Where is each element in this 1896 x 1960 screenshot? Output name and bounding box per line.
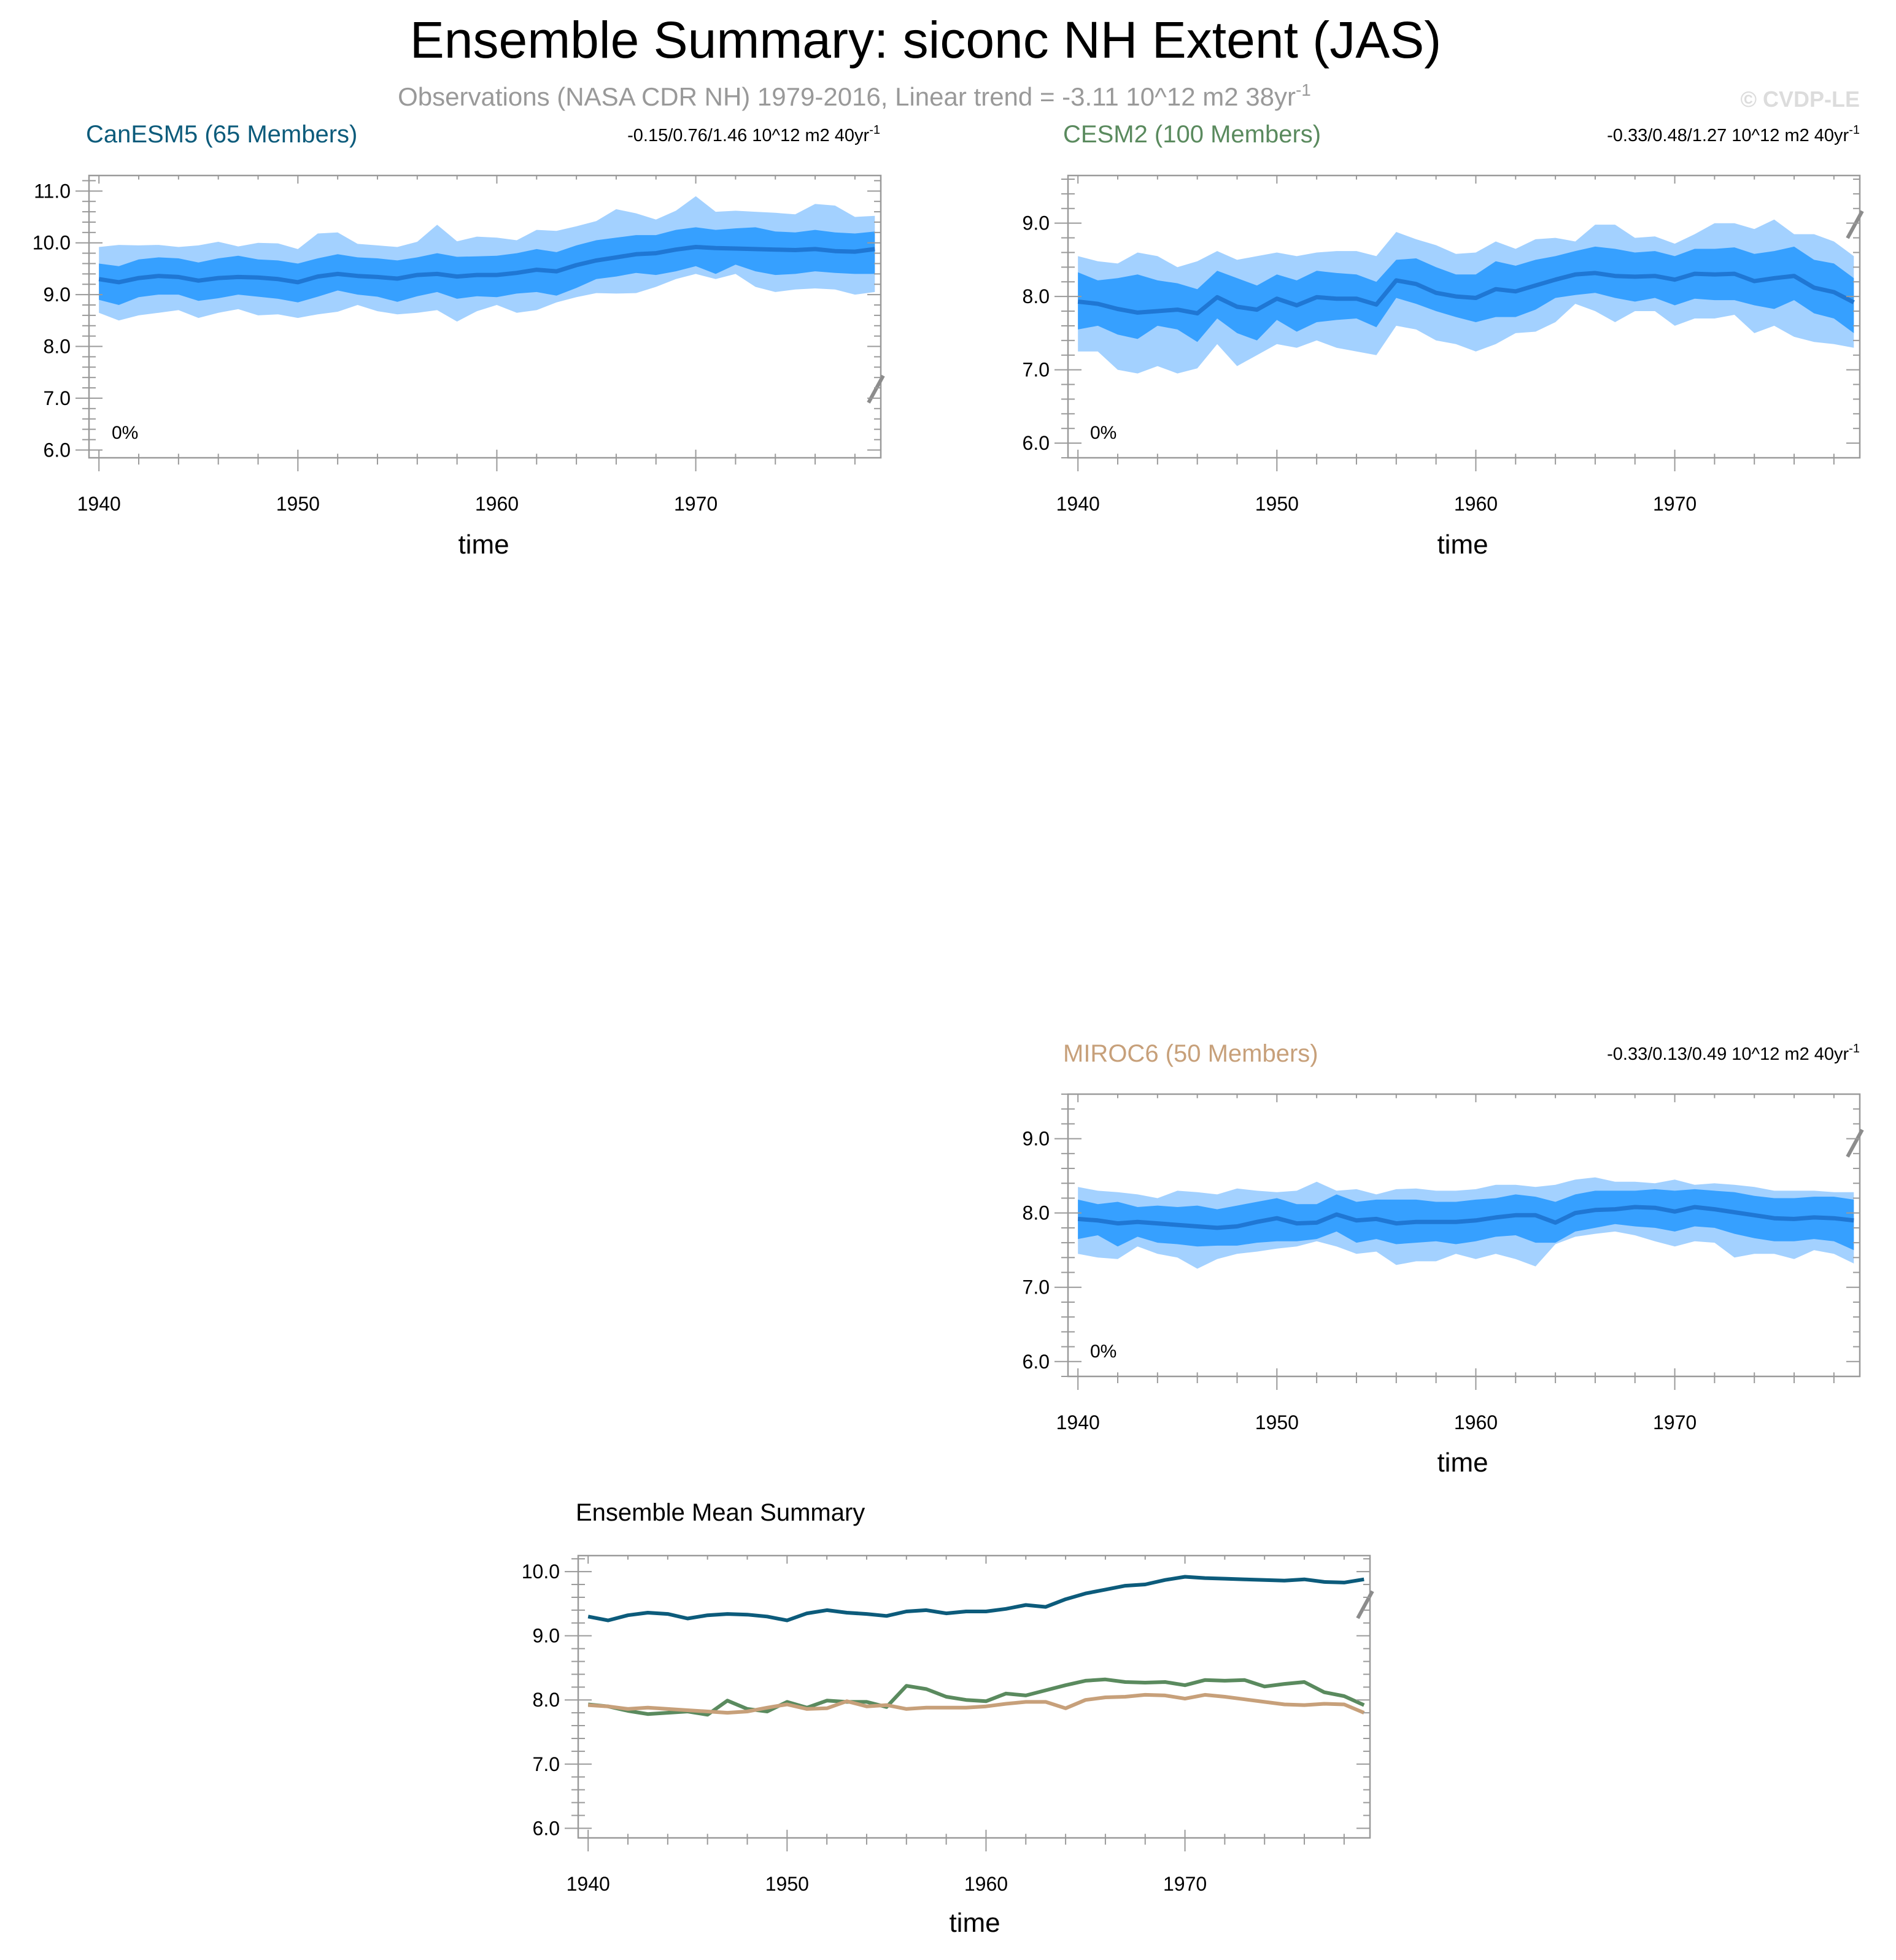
trend-superscript: -1	[1849, 123, 1860, 137]
observation-marker	[1846, 210, 1864, 239]
y-tick-label: 8.0	[1023, 285, 1050, 307]
y-tick-label: 7.0	[1023, 1276, 1050, 1298]
xlabel-ensemble-mean: time	[949, 1908, 1000, 1938]
trend-superscript: -1	[1849, 1042, 1860, 1055]
panel-trend-miroc6: -0.33/0.13/0.49 10^12 m2 40yr-1	[1607, 1042, 1860, 1064]
ensemble-mean-line	[1077, 1205, 1854, 1230]
y-tick-label: 6.0	[1023, 1351, 1050, 1373]
panel-trend-canesm5: -0.15/0.76/1.46 10^12 m2 40yr-1	[627, 123, 880, 145]
trend-text: -0.15/0.76/1.46 10^12 m2 40yr	[627, 126, 869, 145]
y-tick-label: 10.0	[33, 232, 71, 254]
y-tick-label: 9.0	[1023, 1128, 1050, 1150]
series-line-cesm2	[587, 1677, 1365, 1717]
x-tick-label: 1970	[1163, 1873, 1207, 1895]
x-tick-label: 1940	[77, 493, 121, 515]
x-tick-label: 1940	[1056, 493, 1100, 515]
x-tick-label: 1960	[475, 493, 519, 515]
page-subtitle: Observations (NASA CDR NH) 1979-2016, Li…	[398, 80, 1311, 111]
percent-label-cesm2: 0%	[1090, 423, 1116, 443]
x-tick-label: 1950	[1255, 1411, 1299, 1433]
page-title: Ensemble Summary: siconc NH Extent (JAS)	[410, 11, 1442, 69]
xlabel-miroc6: time	[1437, 1448, 1488, 1478]
x-tick-label: 1960	[1454, 493, 1498, 515]
y-tick-label: 6.0	[1023, 432, 1050, 454]
plot-frame	[1067, 1093, 1861, 1378]
percent-label-miroc6: 0%	[1090, 1341, 1116, 1362]
y-tick-label: 9.0	[1023, 212, 1050, 234]
observation-marker	[1846, 1129, 1864, 1158]
panel-title-cesm2: CESM2 (100 Members)	[1063, 121, 1321, 148]
y-tick-label: 7.0	[44, 387, 71, 409]
panel-ensemble-mean: Ensemble Mean Summary time 6.0 7.0 8.0 9.0 1…	[522, 1499, 1374, 1938]
percent-label-canesm5: 0%	[112, 423, 138, 443]
x-tick-label: 1970	[1653, 1411, 1697, 1433]
plot-frame	[88, 174, 882, 459]
xlabel-cesm2: time	[1437, 530, 1488, 560]
y-tick-label: 7.0	[533, 1753, 560, 1775]
y-tick-label: 8.0	[533, 1689, 560, 1711]
y-tick-label: 6.0	[44, 439, 71, 461]
ensemble-mean-line	[1077, 271, 1855, 316]
x-tick-label: 1950	[765, 1873, 809, 1895]
observation-marker	[1356, 1590, 1374, 1619]
y-tick-label: 7.0	[1023, 359, 1050, 381]
panel-trend-cesm2: -0.33/0.48/1.27 10^12 m2 40yr-1	[1607, 123, 1860, 145]
panel-cesm2: CESM2 (100 Members) -0.33/0.48/1.27 10^1…	[1023, 121, 1864, 560]
panel-title-canesm5: CanESM5 (65 Members)	[86, 121, 357, 148]
series-line-miroc6	[588, 1692, 1365, 1715]
panel-title-miroc6: MIROC6 (50 Members)	[1063, 1040, 1318, 1067]
xlabel-canesm5: time	[458, 530, 509, 560]
plot-frame	[577, 1554, 1371, 1839]
watermark: © CVDP-LE	[1740, 87, 1860, 112]
x-tick-label: 1940	[567, 1873, 610, 1895]
series-line-canesm5	[587, 1575, 1364, 1622]
y-tick-label: 8.0	[44, 336, 71, 358]
trend-superscript: -1	[869, 123, 880, 137]
y-tick-label: 9.0	[44, 284, 71, 306]
trend-text: -0.33/0.48/1.27 10^12 m2 40yr	[1607, 126, 1849, 145]
x-tick-label: 1970	[674, 493, 718, 515]
panel-canesm5: CanESM5 (65 Members) -0.15/0.76/1.46 10^…	[33, 121, 885, 560]
ensemble-mean-line	[98, 245, 875, 285]
x-tick-label: 1950	[1255, 493, 1299, 515]
x-tick-label: 1960	[1454, 1411, 1498, 1433]
x-tick-label: 1960	[964, 1873, 1008, 1895]
panel-title-ensemble-mean: Ensemble Mean Summary	[576, 1499, 865, 1526]
y-tick-label: 6.0	[533, 1817, 560, 1839]
page-subtitle-main: Observations (NASA CDR NH) 1979-2016, Li…	[398, 82, 1296, 111]
trend-text: -0.33/0.13/0.49 10^12 m2 40yr	[1607, 1044, 1849, 1064]
panel-miroc6: MIROC6 (50 Members) -0.33/0.13/0.49 10^1…	[1023, 1040, 1864, 1478]
band-10-90-percentile	[99, 227, 875, 305]
y-tick-label: 11.0	[34, 180, 71, 202]
plot-frame	[1067, 174, 1861, 459]
x-tick-label: 1970	[1653, 493, 1697, 515]
y-tick-label: 9.0	[533, 1625, 560, 1647]
x-tick-label: 1940	[1056, 1411, 1100, 1433]
y-tick-label: 10.0	[522, 1561, 560, 1583]
page-subtitle-superscript: -1	[1296, 80, 1311, 99]
x-tick-label: 1950	[276, 493, 320, 515]
y-tick-label: 8.0	[1023, 1202, 1050, 1224]
band-10-90-percentile	[1078, 246, 1854, 342]
